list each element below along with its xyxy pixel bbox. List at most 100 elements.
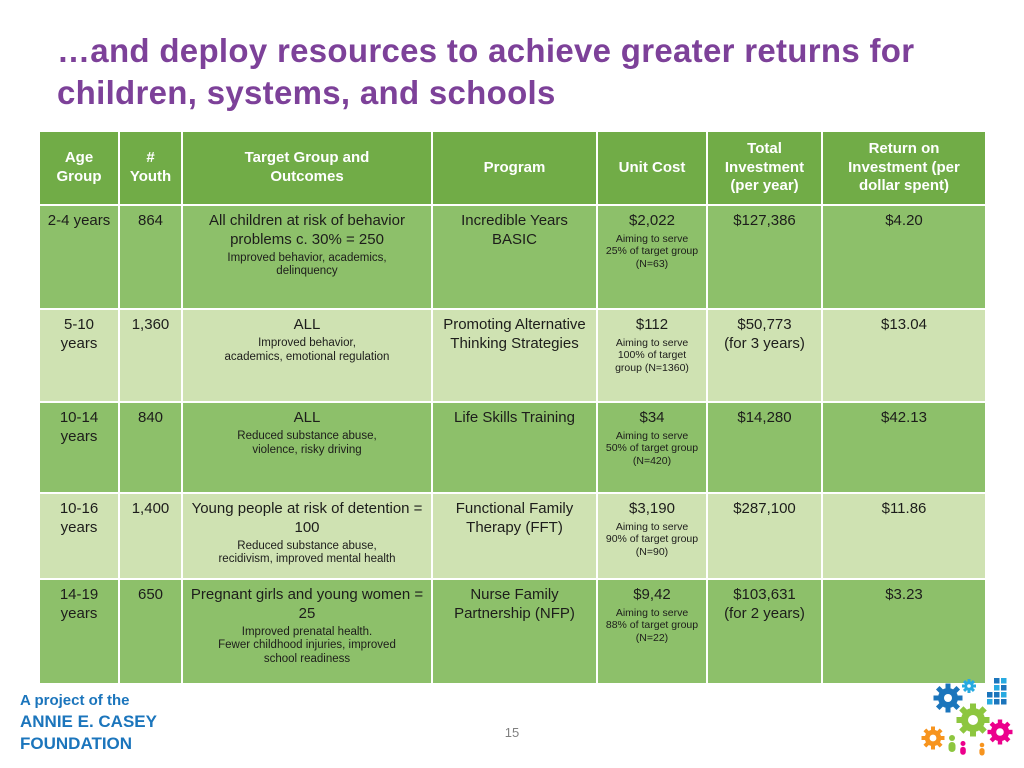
youth-cell: 650 (118, 578, 183, 685)
total-investment-cell: $103,631 (for 2 years) (706, 578, 823, 685)
roi-text: $11.86 (881, 500, 927, 517)
youth-cell: 1,400 (118, 492, 183, 580)
age-group-text: 14-19 years (59, 586, 99, 622)
foundation-logo-text: A project of the ANNIE E. CASEY FOUNDATI… (20, 691, 157, 754)
table-row: 10-14 years 840 ALL Reduced substance ab… (38, 401, 987, 494)
page-number: 15 (504, 725, 520, 740)
target-main-text: All children at risk of behavior problem… (209, 212, 405, 248)
table-row: 5-10 years 1,360 ALL Improved behavior, … (38, 308, 987, 403)
age-group-cell: 2-4 years (38, 204, 120, 310)
roi-cell: $11.86 (821, 492, 987, 580)
target-sub-text: Reduced substance abuse, recidivism, imp… (218, 539, 396, 566)
col-header-target-group: Target Group and Outcomes (181, 130, 433, 206)
roi-cell: $3.23 (821, 578, 987, 685)
target-main-text: ALL (293, 409, 321, 426)
age-group-cell: 10-14 years (38, 401, 120, 494)
roi-text: $4.20 (885, 212, 923, 229)
target-cell: All children at risk of behavior problem… (181, 204, 433, 310)
unit-cost-note-text: Aiming to serve 88% of target group (N=2… (605, 606, 699, 644)
roi-cell: $13.04 (821, 308, 987, 403)
project-line: A project of the (20, 692, 130, 709)
total-investment-text: $14,280 (737, 409, 792, 426)
green-gear-icon (956, 703, 990, 737)
investment-table: Age Group # Youth Target Group and Outco… (38, 130, 987, 685)
unit-cost-note-text: Aiming to serve 25% of target group (N=6… (605, 232, 699, 270)
program-cell: Promoting Alternative Thinking Strategie… (431, 308, 598, 403)
age-group-cell: 10-16 years (38, 492, 120, 580)
total-investment-cell: $127,386 (706, 204, 823, 310)
unit-cost-text: $3,190 (629, 500, 675, 517)
youth-text: 840 (137, 409, 164, 426)
target-sub-text: Improved behavior, academics, delinquenc… (227, 251, 387, 278)
program-cell: Functional Family Therapy (FFT) (431, 492, 598, 580)
target-main-text: ALL (293, 316, 321, 333)
org-name-line1: ANNIE E. CASEY (20, 712, 157, 732)
youth-text: 1,400 (131, 500, 170, 517)
unit-cost-cell: $9,42 Aiming to serve 88% of target grou… (596, 578, 708, 685)
green-person-icon (948, 735, 956, 752)
col-header-age-group: Age Group (38, 130, 120, 206)
unit-cost-note-text: Aiming to serve 90% of target group (N=9… (605, 520, 699, 558)
youth-cell: 864 (118, 204, 183, 310)
unit-cost-text: $34 (639, 409, 665, 426)
orange-gear-icon (921, 726, 945, 750)
youth-cell: 840 (118, 401, 183, 494)
total-investment-note-text: (for 2 years) (724, 604, 805, 622)
roi-text: $3.23 (885, 586, 923, 603)
pink-gear-icon (987, 719, 1013, 745)
col-header-youth: # Youth (118, 130, 183, 206)
unit-cost-cell: $2,022 Aiming to serve 25% of target gro… (596, 204, 708, 310)
program-text: Nurse Family Partnership (NFP) (454, 586, 575, 622)
org-name-line2: FOUNDATION (20, 733, 133, 753)
roi-text: $13.04 (881, 316, 927, 333)
table-row: 10-16 years 1,400 Young people at risk o… (38, 492, 987, 580)
total-investment-cell: $50,773 (for 3 years) (706, 308, 823, 403)
col-header-program: Program (431, 130, 598, 206)
unit-cost-text: $9,42 (633, 586, 671, 603)
unit-cost-cell: $34 Aiming to serve 50% of target group … (596, 401, 708, 494)
total-investment-cell: $287,100 (706, 492, 823, 580)
program-cell: Life Skills Training (431, 401, 598, 494)
pink-person-icon (960, 741, 966, 755)
total-investment-text: $287,100 (733, 500, 796, 517)
target-sub-text: Improved behavior, academics, emotional … (224, 336, 390, 363)
teal-gear-icon (962, 679, 976, 693)
table-row: 14-19 years 650 Pregnant girls and young… (38, 578, 987, 685)
unit-cost-note-text: Aiming to serve 100% of target group (N=… (615, 336, 689, 374)
age-group-text: 2-4 years (47, 212, 111, 229)
col-header-unit-cost: Unit Cost (596, 130, 708, 206)
total-investment-cell: $14,280 (706, 401, 823, 494)
target-cell: ALL Improved behavior, academics, emotio… (181, 308, 433, 403)
age-group-text: 10-16 years (59, 500, 99, 536)
target-cell: ALL Reduced substance abuse, violence, r… (181, 401, 433, 494)
col-header-total-investment: Total Investment (per year) (706, 130, 823, 206)
roi-cell: $4.20 (821, 204, 987, 310)
target-sub-text: Improved prenatal health. Fewer childhoo… (218, 625, 396, 666)
unit-cost-note-text: Aiming to serve 50% of target group (N=4… (605, 429, 699, 467)
target-cell: Pregnant girls and young women = 25 Impr… (181, 578, 433, 685)
slide-title: …and deploy resources to achieve greater… (57, 32, 915, 112)
building-icon (987, 678, 1007, 705)
unit-cost-cell: $112 Aiming to serve 100% of target grou… (596, 308, 708, 403)
program-text: Functional Family Therapy (FFT) (455, 500, 574, 536)
target-cell: Young people at risk of detention = 100 … (181, 492, 433, 580)
col-header-roi: Return on Investment (per dollar spent) (821, 130, 987, 206)
table-row: 2-4 years 864 All children at risk of be… (38, 204, 987, 310)
table-header-row: Age Group # Youth Target Group and Outco… (38, 130, 987, 206)
roi-text: $42.13 (881, 409, 927, 426)
total-investment-text: $127,386 (733, 212, 796, 229)
youth-cell: 1,360 (118, 308, 183, 403)
total-investment-note-text: (for 3 years) (724, 334, 805, 352)
program-text: Promoting Alternative Thinking Strategie… (443, 316, 586, 352)
orange-person-icon (979, 742, 985, 756)
youth-text: 1,360 (131, 316, 170, 333)
roi-cell: $42.13 (821, 401, 987, 494)
youth-text: 650 (137, 586, 164, 603)
total-investment-text: $103,631 (733, 586, 796, 603)
program-text: Incredible Years BASIC (461, 212, 568, 248)
program-cell: Nurse Family Partnership (NFP) (431, 578, 598, 685)
program-cell: Incredible Years BASIC (431, 204, 598, 310)
total-investment-text: $50,773 (737, 316, 792, 333)
age-group-text: 5-10 years (60, 316, 98, 352)
